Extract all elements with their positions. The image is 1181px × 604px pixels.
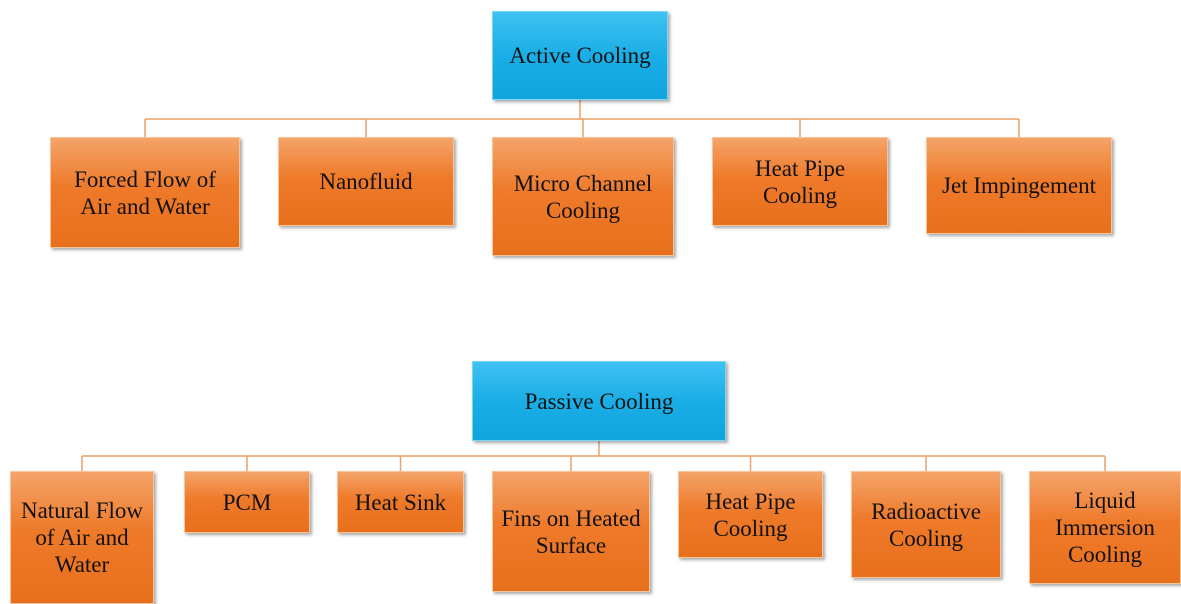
- child-node: Forced Flow of Air and Water: [50, 137, 240, 248]
- child-node-label: Natural Flow of Air and Water: [20, 498, 143, 577]
- child-node-label: Heat Pipe Cooling: [754, 155, 846, 208]
- root-node: Passive Cooling: [472, 361, 726, 441]
- child-node: Liquid Immersion Cooling: [1029, 471, 1181, 584]
- root-node: Active Cooling: [492, 11, 668, 100]
- child-node: Jet Impingement: [926, 137, 1112, 234]
- child-node: Fins on Heated Surface: [492, 471, 650, 592]
- child-node: Nanofluid: [278, 137, 454, 226]
- child-node: Radioactive Cooling: [851, 471, 1001, 578]
- child-node-label: Micro Channel Cooling: [513, 170, 653, 223]
- child-node-label: Heat Pipe Cooling: [705, 488, 796, 541]
- root-node-label: Passive Cooling: [524, 388, 674, 414]
- child-node-label: PCM: [222, 489, 272, 515]
- child-node: Micro Channel Cooling: [492, 137, 674, 256]
- child-node-label: Nanofluid: [319, 169, 413, 194]
- root-node-label: Active Cooling: [509, 43, 651, 68]
- child-node: Heat Sink: [337, 471, 464, 533]
- child-node-label: Heat Sink: [354, 489, 447, 515]
- child-node-label: Radioactive Cooling: [871, 498, 981, 551]
- child-node: Heat Pipe Cooling: [712, 137, 888, 226]
- child-node: PCM: [184, 471, 310, 533]
- child-node-label: Liquid Immersion Cooling: [1055, 488, 1155, 567]
- child-node-label: Fins on Heated Surface: [501, 505, 641, 558]
- child-node-label: Forced Flow of Air and Water: [74, 166, 216, 219]
- child-node: Heat Pipe Cooling: [678, 471, 823, 558]
- child-node-label: Jet Impingement: [942, 173, 1096, 198]
- child-node: Natural Flow of Air and Water: [10, 471, 154, 604]
